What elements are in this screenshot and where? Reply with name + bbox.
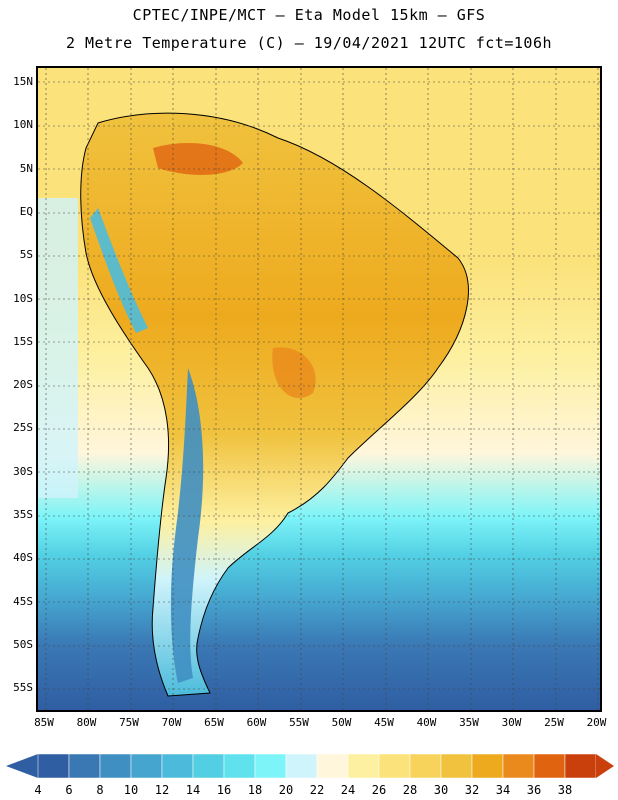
- latitude-label: 15S: [13, 334, 33, 348]
- colorbar-level-label: 28: [402, 783, 418, 797]
- grid-lines: [38, 68, 600, 710]
- longitude-label: 20W: [586, 716, 607, 729]
- colorbar-swatch: [440, 753, 473, 779]
- latitude-label: 55S: [13, 681, 33, 695]
- colorbar-level-label: 14: [185, 783, 201, 797]
- temperature-field: [38, 68, 600, 710]
- longitude-label: 75W: [119, 716, 139, 729]
- northern-andes-cold-band: [90, 208, 148, 333]
- colorbar-level-label: 22: [309, 783, 325, 797]
- longitude-label: 65W: [204, 716, 224, 729]
- longitude-label: 55W: [289, 716, 309, 729]
- longitude-label: 30W: [501, 716, 522, 729]
- colorbar-swatch: [285, 753, 318, 779]
- longitude-label: 70W: [161, 716, 182, 729]
- longitude-label: 40W: [416, 716, 437, 729]
- latitude-label: 5N: [19, 161, 33, 175]
- colorbar-swatch: [37, 753, 70, 779]
- colorbar-level-label: 10: [123, 783, 139, 797]
- colorbar-level-label: 16: [216, 783, 232, 797]
- latitude-label: 10S: [13, 291, 33, 305]
- longitude-label: 80W: [76, 716, 97, 729]
- colorbar-level-label: 26: [371, 783, 387, 797]
- temperature-map: [36, 66, 602, 712]
- hot-spot-central-brazil: [272, 347, 316, 398]
- longitude-label: 25W: [544, 716, 564, 729]
- colorbar-swatch: [130, 753, 163, 779]
- colorbar-level-label: 12: [154, 783, 170, 797]
- latitude-label: 50S: [13, 637, 33, 651]
- latitude-label: 20S: [13, 378, 33, 392]
- colorbar-high-arrow: [596, 754, 614, 778]
- colorbar-swatch: [471, 753, 504, 779]
- colorbar-level-label: 34: [495, 783, 511, 797]
- colorbar-swatch: [533, 753, 566, 779]
- colorbar-swatch: [409, 753, 442, 779]
- colorbar-swatch: [223, 753, 256, 779]
- latitude-label: 5S: [19, 248, 33, 262]
- color-scale-bar: [6, 753, 614, 779]
- latitude-label: 15N: [13, 75, 33, 88]
- longitude-label: 50W: [331, 716, 352, 729]
- colorbar-level-label: 8: [96, 783, 104, 797]
- colorbar-level-label: 20: [278, 783, 294, 797]
- colorbar-swatch: [161, 753, 194, 779]
- longitude-label: 45W: [374, 716, 394, 729]
- colorbar-level-label: 18: [247, 783, 263, 797]
- colorbar-swatch: [502, 753, 535, 779]
- colorbar-level-label: 38: [557, 783, 573, 797]
- latitude-label: 30S: [13, 464, 33, 478]
- longitude-label: 35W: [459, 716, 479, 729]
- hot-spot-venezuela: [153, 143, 243, 175]
- colorbar-level-label: 36: [526, 783, 542, 797]
- colorbar-swatch: [316, 753, 349, 779]
- andes-cold-band: [170, 368, 204, 683]
- colorbar-level-label: 32: [464, 783, 480, 797]
- colorbar-swatch: [254, 753, 287, 779]
- colorbar-swatch: [378, 753, 411, 779]
- colorbar-level-label: 24: [340, 783, 356, 797]
- pacific-cool-band: [38, 198, 78, 498]
- latitude-label: 25S: [13, 421, 33, 435]
- colorbar-swatch: [68, 753, 101, 779]
- longitude-label: 85W: [34, 716, 54, 729]
- colorbar-swatch: [99, 753, 132, 779]
- colorbar-level-label: 30: [433, 783, 449, 797]
- colorbar-swatch: [192, 753, 225, 779]
- latitude-label: 35S: [13, 508, 33, 521]
- map-title-line-2: 2 Metre Temperature (C) – 19/04/2021 12U…: [65, 34, 553, 52]
- colorbar-level-label: 6: [65, 783, 73, 797]
- latitude-label: EQ: [19, 204, 33, 218]
- colorbar-low-arrow: [6, 754, 38, 778]
- latitude-label: 45S: [13, 594, 33, 608]
- latitude-label: 10N: [13, 118, 33, 132]
- colorbar-swatch: [564, 753, 597, 779]
- colorbar-level-label: 4: [34, 783, 42, 797]
- latitude-label: 40S: [13, 551, 33, 565]
- map-title-line-1: CPTEC/INPE/MCT – Eta Model 15km – GFS: [132, 6, 486, 24]
- colorbar-swatch: [347, 753, 380, 779]
- longitude-label: 60W: [246, 716, 267, 729]
